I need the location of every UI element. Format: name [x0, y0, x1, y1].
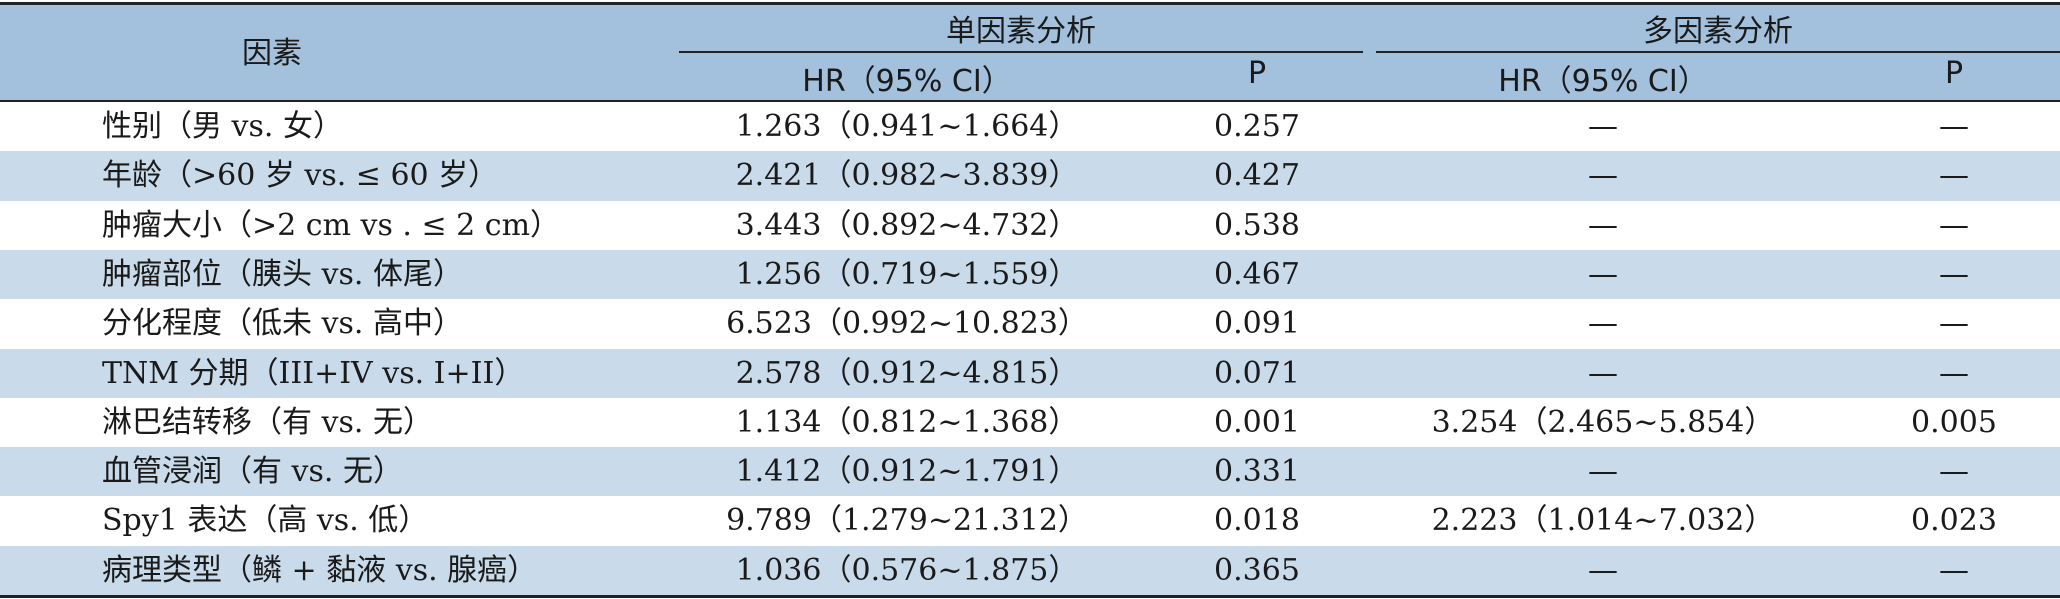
value-cell: 1.412（0.912~1.791） [735, 454, 1079, 490]
factor-cell: 肿瘤部位（胰头 vs. 体尾） [102, 256, 463, 292]
factor-cell: 分化程度（低未 vs. 高中） [102, 306, 463, 342]
value-cell: — [1588, 355, 1618, 391]
column-header: P [1247, 56, 1267, 91]
row-band [0, 447, 2060, 497]
value-cell: 1.036（0.576~1.875） [735, 552, 1079, 588]
value-cell: 2.421（0.982~3.839） [735, 158, 1079, 194]
value-cell: 6.523（0.992~10.823） [726, 306, 1088, 342]
factor-cell: 病理类型（鳞 + 黏液 vs. 腺癌） [102, 552, 538, 588]
value-cell: — [1939, 355, 1969, 391]
factor-cell: 性别（男 vs. 女） [102, 109, 343, 144]
value-cell: 0.331 [1214, 454, 1300, 490]
value-cell: — [1939, 109, 1969, 144]
factor-cell: Spy1 表达（高 vs. 低） [102, 503, 429, 539]
value-cell: — [1588, 552, 1618, 588]
value-cell: 0.467 [1214, 256, 1300, 292]
row-band [0, 348, 2060, 398]
row-band [0, 545, 2060, 595]
factor-cell: 淋巴结转移（有 vs. 无） [102, 404, 433, 440]
value-cell: — [1588, 207, 1618, 243]
value-cell: — [1588, 256, 1618, 292]
value-cell: — [1939, 306, 1969, 342]
value-cell: — [1588, 454, 1618, 490]
value-cell: 0.427 [1214, 158, 1300, 194]
group-rule [679, 51, 1363, 53]
value-cell: 0.018 [1214, 503, 1300, 539]
value-cell: — [1588, 158, 1618, 194]
value-cell: 0.091 [1214, 306, 1300, 342]
group-title: 多因素分析 [1643, 14, 1793, 49]
column-header: HR（95% CI） [802, 64, 1012, 99]
value-cell: — [1939, 207, 1969, 243]
group-rule [1376, 51, 2060, 53]
value-cell: 0.538 [1214, 207, 1300, 243]
factor-cell: TNM 分期（III+IV vs. I+II） [102, 355, 525, 391]
value-cell: — [1939, 454, 1969, 490]
value-cell: 9.789（1.279~21.312） [726, 503, 1088, 539]
value-cell: 1.134（0.812~1.368） [735, 404, 1079, 440]
value-cell: — [1939, 158, 1969, 194]
value-cell: 2.578（0.912~4.815） [735, 355, 1079, 391]
value-cell: 0.023 [1911, 503, 1997, 539]
factor-cell: 血管浸润（有 vs. 无） [102, 454, 403, 490]
value-cell: 0.005 [1911, 404, 1997, 440]
header-rule [0, 100, 2060, 102]
value-cell: — [1939, 552, 1969, 588]
top-rule [0, 2, 2060, 5]
group-title: 单因素分析 [946, 14, 1096, 49]
value-cell: 3.254（2.465~5.854） [1431, 404, 1775, 440]
value-cell: 1.256（0.719~1.559） [735, 256, 1079, 292]
value-cell: 2.223（1.014~7.032） [1431, 503, 1775, 539]
bottom-rule [0, 595, 2060, 598]
factor-header: 因素 [242, 36, 302, 71]
value-cell: 0.001 [1214, 404, 1300, 440]
value-cell: 0.257 [1214, 109, 1300, 144]
value-cell: — [1939, 256, 1969, 292]
column-header: HR（95% CI） [1498, 64, 1708, 99]
value-cell: 0.365 [1214, 552, 1300, 588]
factor-cell: 肿瘤大小（>2 cm vs . ≤ 2 cm） [102, 207, 561, 243]
value-cell: — [1588, 109, 1618, 144]
factor-cell: 年龄（>60 岁 vs. ≤ 60 岁） [102, 158, 499, 194]
column-header: P [1944, 56, 1964, 91]
value-cell: 3.443（0.892~4.732） [735, 207, 1079, 243]
value-cell: 1.263（0.941~1.664） [735, 109, 1079, 144]
row-band [0, 151, 2060, 201]
value-cell: 0.071 [1214, 355, 1300, 391]
value-cell: — [1588, 306, 1618, 342]
row-band [0, 249, 2060, 300]
